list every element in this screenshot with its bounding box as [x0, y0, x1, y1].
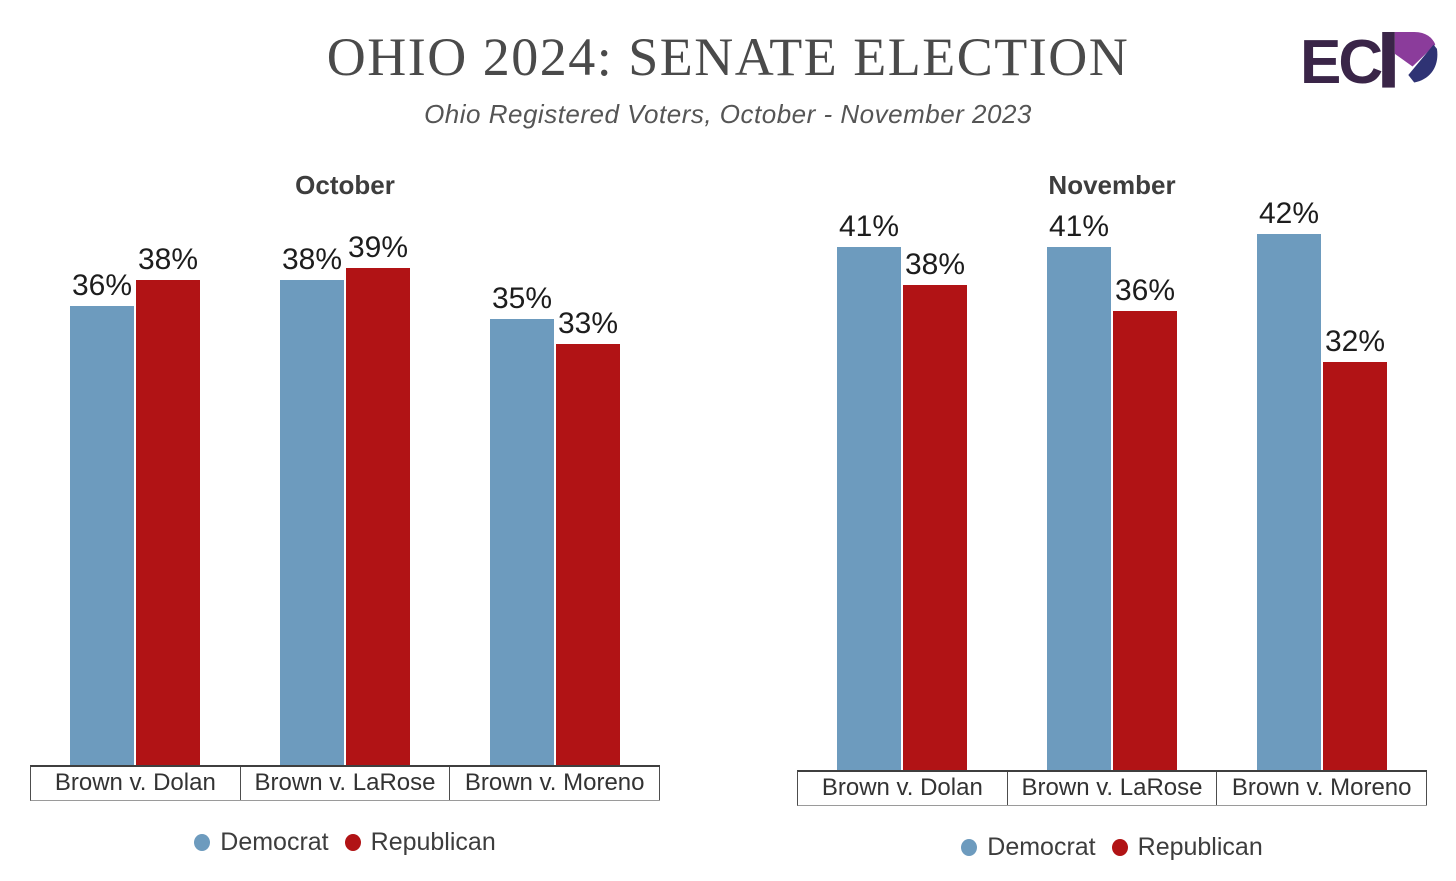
x-axis-category-label: Brown v. LaRose — [1008, 772, 1218, 805]
x-axis-category-label: Brown v. Dolan — [31, 767, 241, 800]
bar-value-label: 38% — [281, 243, 343, 276]
bar-value-label: 33% — [557, 307, 619, 340]
legend-label: Democrat — [220, 828, 329, 856]
chart-panel-november: 41% 38% 41% 36% 42% 32% November Brown v. Dol… — [797, 165, 1428, 881]
bar-value-label: 32% — [1324, 325, 1386, 358]
bar-democrat — [1257, 234, 1321, 770]
x-axis-category-label: Brown v. Dolan — [798, 772, 1008, 805]
bar-democrat — [490, 319, 554, 765]
ecp-logo: EC — [1300, 30, 1439, 96]
bar-value-label: 36% — [1114, 274, 1176, 307]
legend-dot-icon — [961, 839, 978, 856]
legend-dot-icon — [1111, 839, 1128, 856]
logo-text-ec: EC — [1300, 28, 1383, 97]
x-axis-november: Brown v. Dolan Brown v. LaRose Brown v. Mo… — [797, 770, 1428, 806]
logo-letter-p-icon — [1382, 32, 1438, 88]
legend-item-democrat: Democrat — [194, 828, 329, 857]
chart-title-november: November — [1048, 170, 1176, 200]
page-title: OHIO 2024: SENATE ELECTION — [326, 27, 1130, 87]
bar-republican — [346, 268, 410, 765]
legend-item-democrat: Democrat — [961, 833, 1096, 862]
bar-republican — [136, 280, 200, 765]
legend-november: Democrat Republican — [797, 833, 1427, 862]
x-axis-category-label: Brown v. Moreno — [450, 767, 661, 800]
bar-value-label: 39% — [347, 231, 409, 264]
legend-october: Democrat Republican — [30, 828, 660, 857]
x-axis-category-label: Brown v. LaRose — [241, 767, 451, 800]
page-subtitle: Ohio Registered Voters, October - Novemb… — [424, 99, 1032, 129]
legend-dot-icon — [194, 834, 211, 851]
chart-panel-october: 36% 38% 38% 39% 35% 33% October Brown v. Dola… — [30, 160, 661, 876]
legend-label: Republican — [1137, 833, 1263, 861]
bar-value-label: 41% — [838, 210, 900, 243]
legend-label: Republican — [370, 828, 496, 856]
bar-value-label: 36% — [71, 269, 133, 302]
bar-value-label: 38% — [904, 248, 966, 281]
chart-title-october: October — [295, 170, 395, 200]
bar-value-label: 35% — [491, 282, 553, 315]
legend-dot-icon — [344, 834, 361, 851]
x-axis-category-label: Brown v. Moreno — [1217, 772, 1428, 805]
bar-republican — [1323, 362, 1387, 770]
bar-democrat — [70, 306, 134, 765]
bar-value-label: 42% — [1258, 197, 1320, 230]
bar-democrat — [837, 247, 901, 770]
bar-value-label: 41% — [1048, 210, 1110, 243]
bar-democrat — [1047, 247, 1111, 770]
bar-republican — [903, 285, 967, 770]
plot-area-october: 36% 38% 38% 39% 35% 33% — [30, 160, 660, 765]
bar-democrat — [280, 280, 344, 765]
bar-value-label: 38% — [137, 243, 199, 276]
plot-area-november: 41% 38% 41% 36% 42% 32% — [797, 165, 1427, 770]
bar-republican — [556, 344, 620, 765]
legend-item-republican: Republican — [344, 828, 496, 857]
bar-republican — [1113, 311, 1177, 770]
legend-item-republican: Republican — [1111, 833, 1263, 862]
legend-label: Democrat — [987, 833, 1096, 861]
x-axis-october: Brown v. Dolan Brown v. LaRose Brown v. Mo… — [30, 765, 661, 801]
